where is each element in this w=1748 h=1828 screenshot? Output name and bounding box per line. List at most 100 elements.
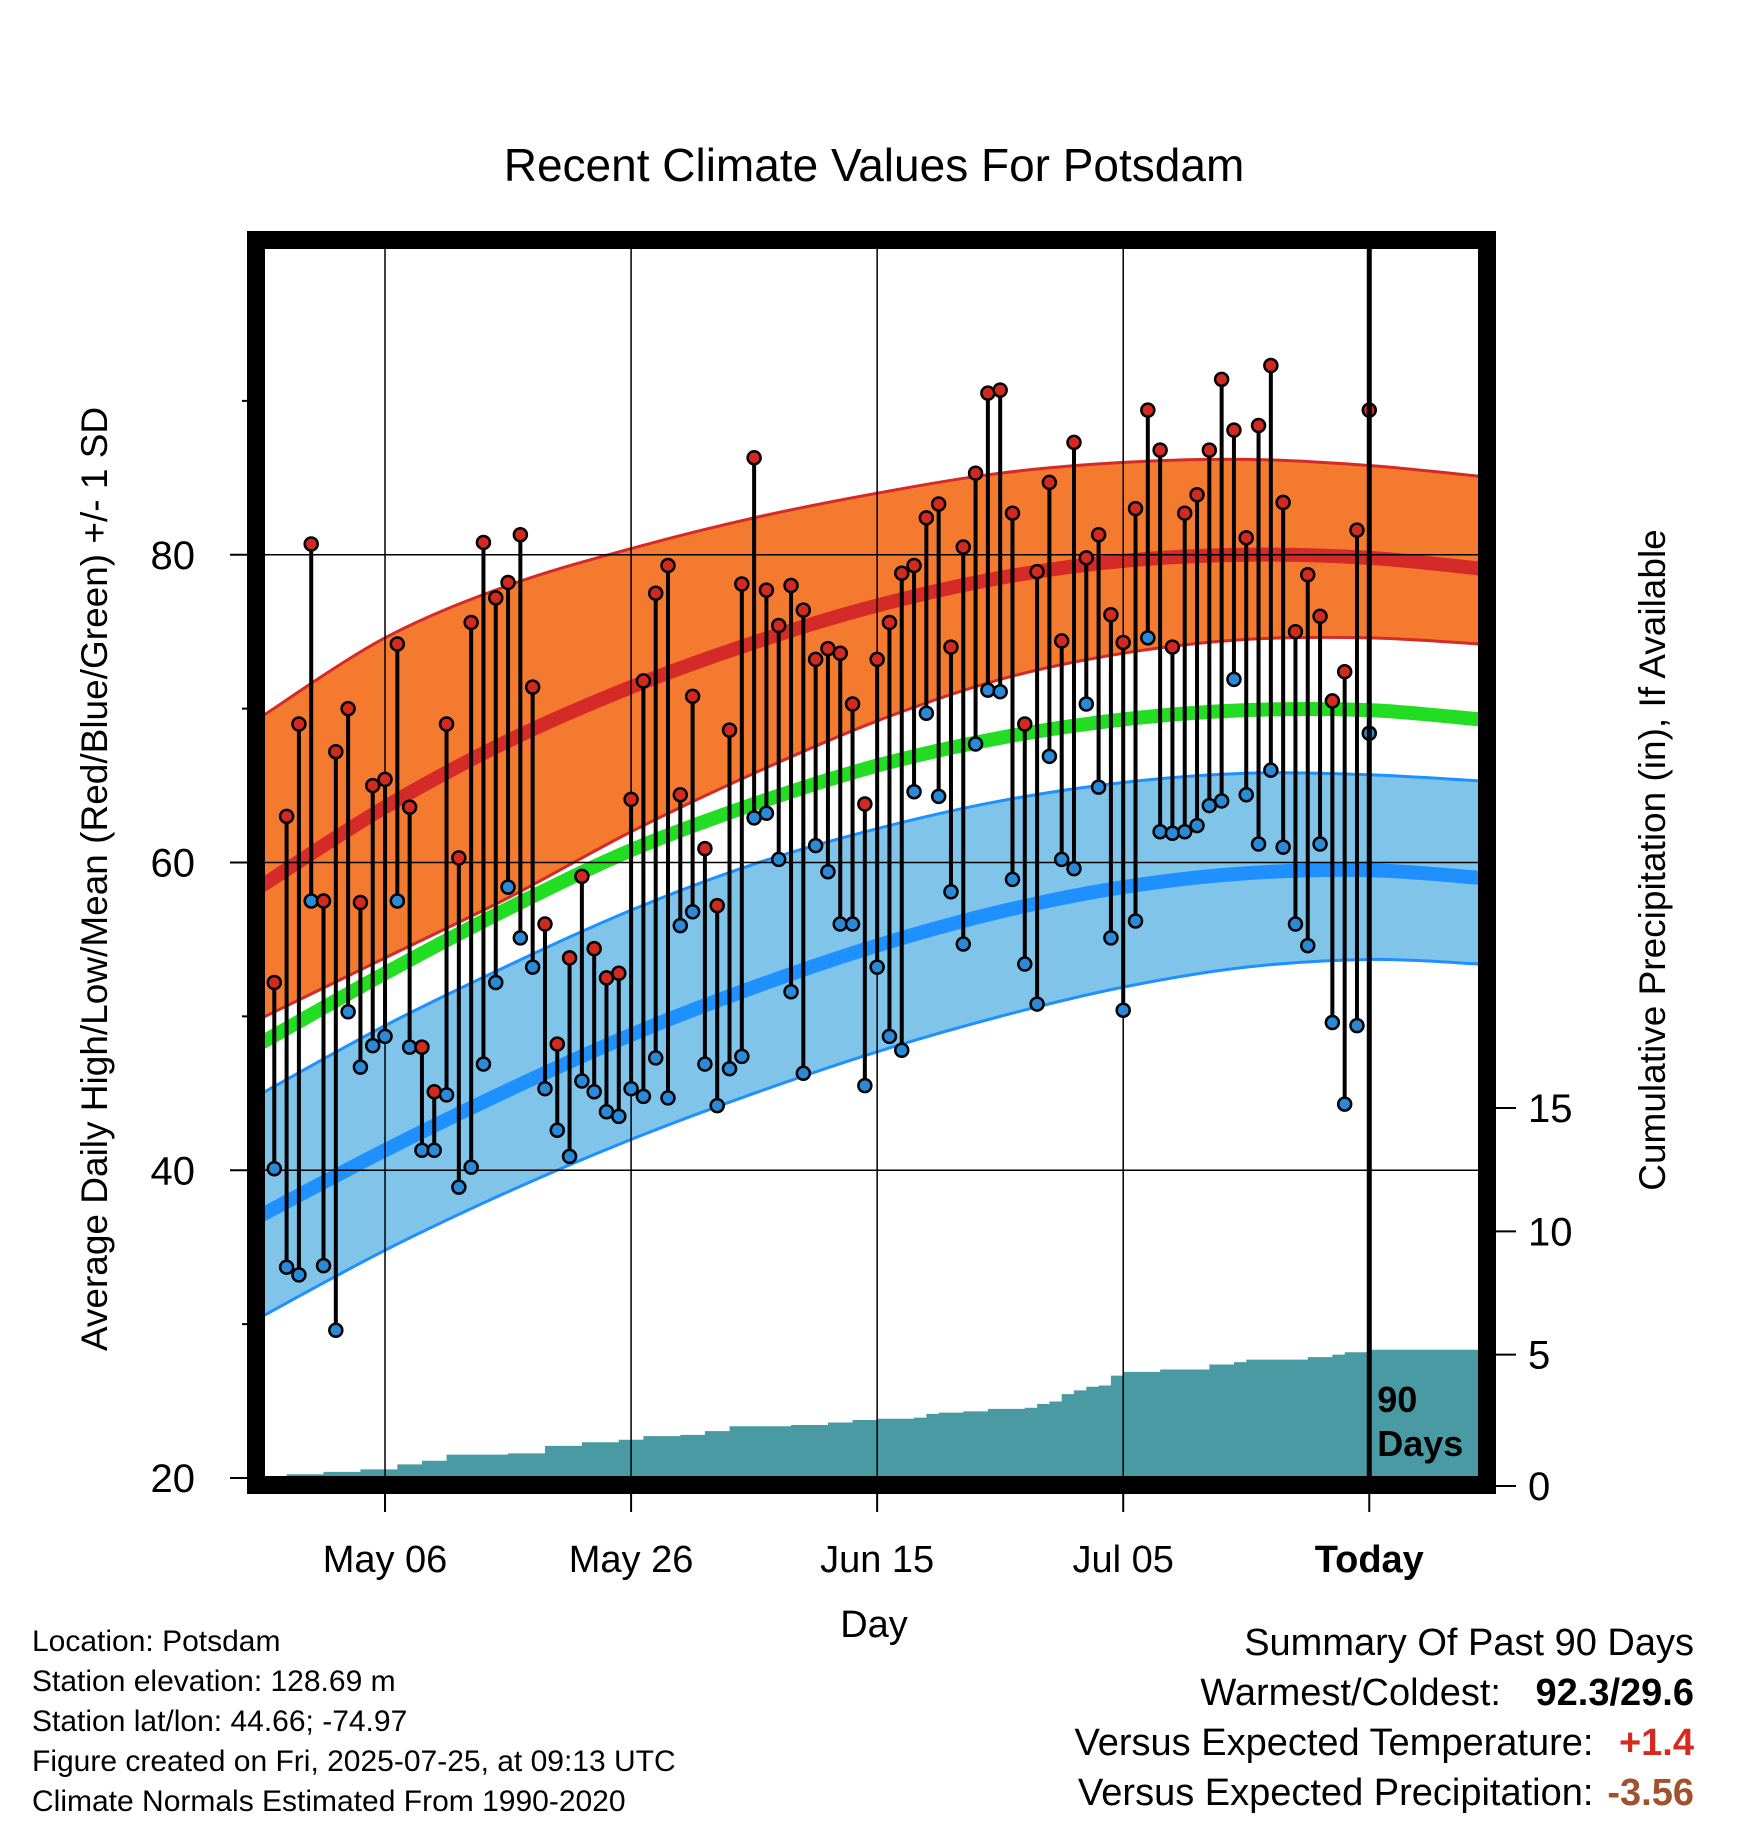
daily-low-point (795, 1065, 812, 1082)
low-sd-band (262, 772, 1480, 1317)
location-text: Location: Potsdam (32, 1625, 281, 1658)
daily-low-point (746, 810, 762, 826)
daily-low-point (1066, 860, 1082, 877)
daily-low-point (340, 1004, 356, 1020)
daily-high-point (1324, 693, 1341, 709)
daily-high-point (943, 639, 959, 655)
daily-high-point (635, 673, 652, 689)
daily-high-point (1189, 486, 1205, 503)
temp-anomaly-value: +1.4 (1618, 1722, 1694, 1764)
daily-high-point (1176, 505, 1193, 521)
daily-high-point (894, 565, 910, 581)
daily-low-point (389, 893, 406, 909)
daily-low-point (684, 903, 701, 920)
daily-low-point (955, 936, 972, 952)
daily-high-point (1226, 422, 1242, 438)
daily-high-point (488, 590, 504, 606)
daily-high-point (414, 1039, 430, 1055)
daily-low-point (770, 851, 787, 868)
daily-high-point (734, 576, 750, 592)
precip-anomaly-value: -3.56 (1607, 1772, 1694, 1814)
daily-low-point (303, 893, 319, 909)
daily-low-point (426, 1142, 442, 1158)
daily-low-point (488, 974, 504, 991)
daily-low-point (1115, 1002, 1131, 1018)
daily-high-point (401, 799, 418, 815)
daily-low-point (1312, 836, 1328, 852)
warmest-coldest-row: Warmest/Coldest: 92.3/29.6 (1075, 1668, 1694, 1718)
daily-low-point (894, 1042, 910, 1058)
daily-high-point (451, 850, 467, 866)
y-tick-label: 40 (151, 1149, 196, 1193)
daily-low-point (377, 1028, 393, 1045)
daily-low-point (364, 1037, 381, 1054)
daily-high-point (1312, 608, 1328, 625)
daily-low-point (647, 1050, 664, 1066)
daily-high-point (1275, 494, 1291, 511)
elevation-text: Station elevation: 128.69 m (32, 1665, 396, 1698)
daily-low-point (1103, 930, 1119, 946)
daily-high-point (352, 894, 369, 911)
daily-low-point (611, 1108, 627, 1125)
today-days-label-1: 90 (1377, 1379, 1417, 1420)
today-days-label-2: Days (1377, 1423, 1463, 1464)
daily-high-point (561, 950, 578, 966)
daily-high-point (1287, 623, 1304, 640)
y-axis-label: Average Daily High/Low/Mean (Red/Blue/Gr… (74, 407, 115, 1351)
daily-high-point (1201, 442, 1218, 458)
daily-low-point (1300, 937, 1316, 954)
daily-high-point (438, 716, 455, 732)
daily-high-point (930, 496, 947, 512)
summary-panel: Summary Of Past 90 Days Warmest/Coldest:… (1075, 1618, 1694, 1818)
daily-high-point (303, 536, 319, 552)
daily-high-point (955, 539, 972, 555)
daily-high-point (758, 582, 775, 598)
daily-high-point (770, 617, 787, 634)
daily-low-point (463, 1159, 479, 1175)
daily-low-point (1349, 1017, 1365, 1034)
daily-low-point (291, 1267, 307, 1283)
daily-high-point (1152, 442, 1168, 458)
daily-low-point (1152, 823, 1168, 840)
daily-low-point (315, 1257, 332, 1274)
daily-low-point (1127, 913, 1144, 929)
daily-low-point (1250, 836, 1267, 852)
daily-high-point (1300, 567, 1316, 583)
daily-high-point (1349, 522, 1365, 538)
daily-high-point (574, 868, 590, 885)
daily-low-point (278, 1259, 295, 1275)
daily-low-point (1336, 1096, 1353, 1112)
daily-high-point (906, 557, 922, 574)
y2-axis-label: Cumulative Precipitation (in), If Availa… (1632, 529, 1673, 1191)
daily-high-point (647, 585, 664, 601)
temp-anomaly-row: Versus Expected Temperature: +1.4 (1075, 1718, 1694, 1768)
daily-high-point (807, 651, 824, 668)
daily-low-point (1017, 956, 1033, 972)
daily-low-point (943, 883, 959, 900)
daily-high-point (340, 700, 356, 717)
daily-low-point (328, 1322, 344, 1339)
daily-low-point (500, 879, 516, 895)
daily-low-point (561, 1148, 578, 1165)
daily-low-point (574, 1073, 590, 1089)
daily-low-point (1213, 793, 1230, 809)
daily-low-point (352, 1059, 369, 1075)
daily-high-point (1090, 526, 1107, 543)
daily-high-point (746, 450, 762, 466)
y-tick-label: 60 (151, 842, 196, 886)
daily-low-point (1238, 787, 1254, 803)
daily-high-point (463, 614, 479, 631)
daily-high-point (697, 840, 713, 857)
daily-high-point (820, 640, 836, 657)
y-tick-label: 20 (151, 1457, 196, 1501)
daily-low-point (598, 1104, 615, 1120)
latlon-text: Station lat/lon: 44.66; -74.97 (32, 1705, 408, 1738)
daily-low-point (783, 984, 799, 1000)
daily-high-point (1004, 505, 1021, 521)
daily-high-point (1164, 639, 1181, 655)
created-text: Figure created on Fri, 2025-07-25, at 09… (32, 1745, 676, 1778)
daily-high-point (512, 526, 529, 543)
daily-high-point (1103, 607, 1119, 623)
